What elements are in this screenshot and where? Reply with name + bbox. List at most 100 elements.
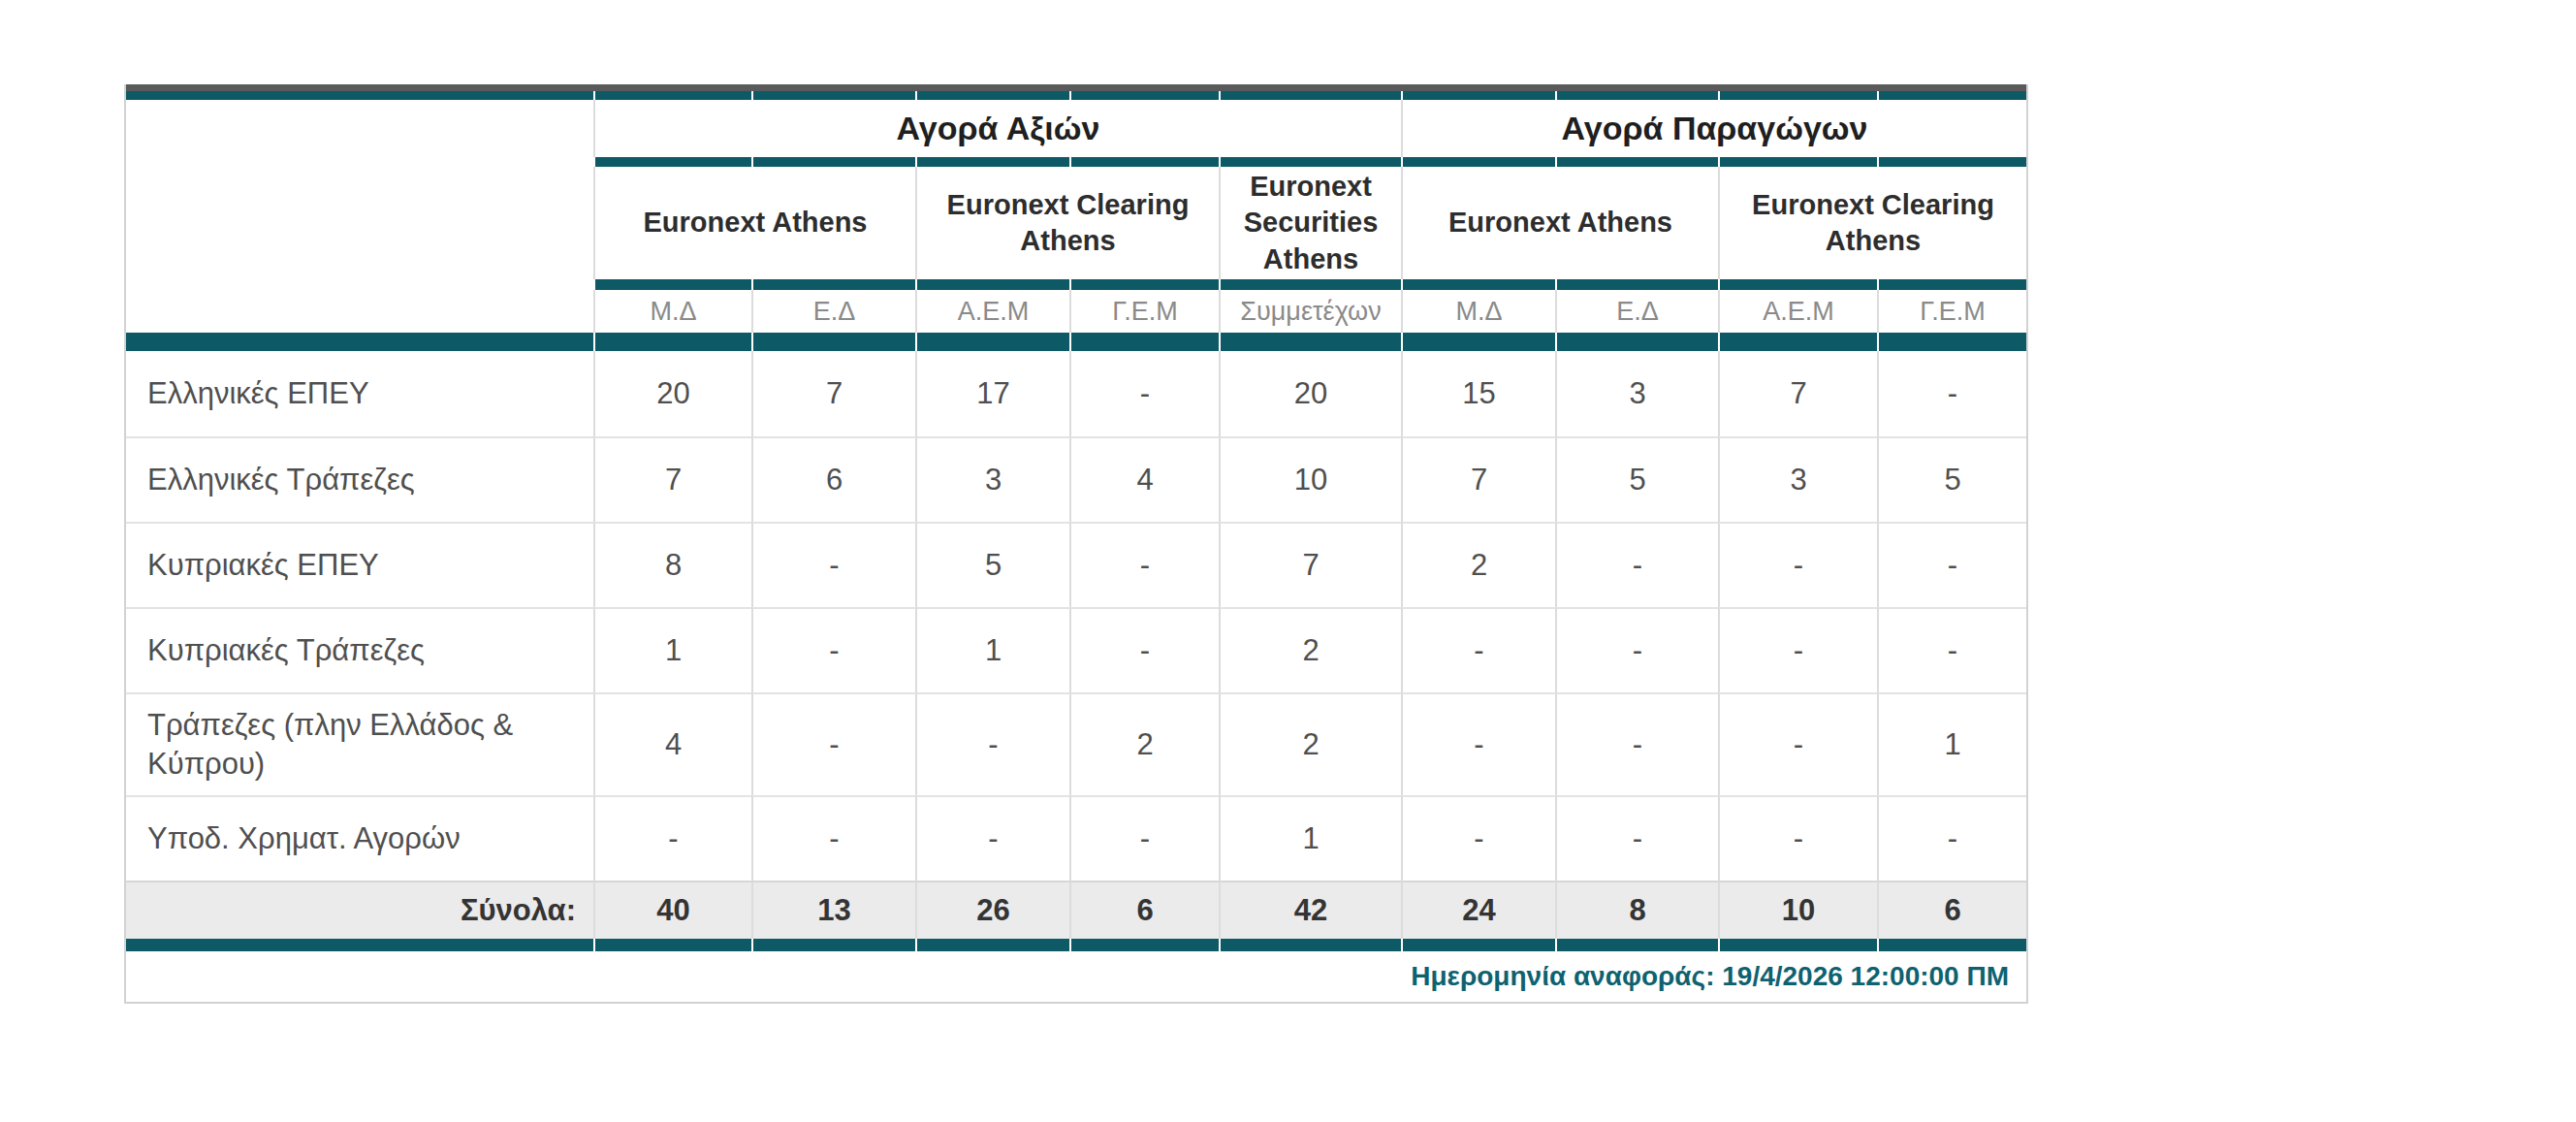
value-cell: - <box>1401 692 1555 795</box>
subcolumn-header: Μ.Δ <box>593 290 751 333</box>
value-cell: 8 <box>593 522 751 607</box>
row-label: Κυπριακές Τράπεζες <box>126 607 593 692</box>
venue-header-euronext-athens-derivatives: Euronext Athens <box>1401 167 1718 279</box>
value-cell: - <box>1555 522 1718 607</box>
page: { "colors": { "teal_bar": "#0d5a66", "to… <box>0 0 2576 1122</box>
value-cell: 1 <box>1219 795 1401 881</box>
subcolumn-header: Γ.Ε.Μ <box>1069 290 1219 333</box>
value-cell: - <box>915 795 1069 881</box>
value-cell: - <box>1718 607 1877 692</box>
table-row: Υποδ. Χρηματ. Αγορών----1---- <box>126 795 2026 881</box>
total-value: 24 <box>1401 881 1555 939</box>
value-cell: 3 <box>1555 351 1718 436</box>
value-cell: 7 <box>751 351 915 436</box>
value-cell: - <box>1555 607 1718 692</box>
value-cell: 7 <box>1219 522 1401 607</box>
value-cell: - <box>1555 795 1718 881</box>
value-cell: 4 <box>593 692 751 795</box>
value-cell: 2 <box>1069 692 1219 795</box>
value-cell: 3 <box>915 436 1069 522</box>
subcolumn-header: Γ.Ε.Μ <box>1877 290 2026 333</box>
value-cell: - <box>1877 607 2026 692</box>
value-cell: 2 <box>1401 522 1555 607</box>
venue-header-euronext-clearing-athens-equities: Euronext Clearing Athens <box>915 167 1219 279</box>
totals-label: Σύνολα: <box>126 881 593 939</box>
value-cell: 1 <box>593 607 751 692</box>
value-cell: - <box>751 607 915 692</box>
teal-bottom-bar <box>126 939 2026 951</box>
value-cell: 5 <box>1555 436 1718 522</box>
row-label: Ελληνικές Τράπεζες <box>126 436 593 522</box>
value-cell: 7 <box>1401 436 1555 522</box>
subcolumn-header: Α.Ε.Μ <box>1718 290 1877 333</box>
table-header: Αγορά Αξιών Αγορά Παραγώγων Euronext Ath… <box>126 91 2026 351</box>
total-value: 6 <box>1069 881 1219 939</box>
market-group-header-equities: Αγορά Αξιών <box>593 100 1401 157</box>
row-label: Υποδ. Χρηματ. Αγορών <box>126 795 593 881</box>
value-cell: 2 <box>1219 692 1401 795</box>
total-value: 13 <box>751 881 915 939</box>
value-cell: - <box>1877 351 2026 436</box>
report-date-row: Ημερομηνία αναφοράς: 19/4/2026 12:00:00 … <box>126 951 2026 1002</box>
value-cell: - <box>1718 795 1877 881</box>
value-cell: - <box>1069 522 1219 607</box>
value-cell: 17 <box>915 351 1069 436</box>
value-cell: 2 <box>1219 607 1401 692</box>
value-cell: 20 <box>1219 351 1401 436</box>
members-table: Αγορά Αξιών Αγορά Παραγώγων Euronext Ath… <box>126 91 2026 1002</box>
value-cell: 7 <box>593 436 751 522</box>
value-cell: - <box>1555 692 1718 795</box>
value-cell: 7 <box>1718 351 1877 436</box>
venue-header-euronext-securities-athens: Euronext Securities Athens <box>1219 167 1401 279</box>
teal-separator-bar <box>126 333 2026 351</box>
teal-top-bar <box>126 91 2026 100</box>
value-cell: - <box>751 692 915 795</box>
value-cell: - <box>593 795 751 881</box>
value-cell: 6 <box>751 436 915 522</box>
venue-header-euronext-clearing-athens-derivatives: Euronext Clearing Athens <box>1718 167 2026 279</box>
total-value: 8 <box>1555 881 1718 939</box>
value-cell: - <box>1718 522 1877 607</box>
market-group-row: Αγορά Αξιών Αγορά Παραγώγων <box>126 100 2026 157</box>
value-cell: 1 <box>1877 692 2026 795</box>
value-cell: 1 <box>915 607 1069 692</box>
row-label: Κυπριακές ΕΠΕΥ <box>126 522 593 607</box>
venue-header-euronext-athens-equities: Euronext Athens <box>593 167 915 279</box>
table-body: Ελληνικές ΕΠΕΥ20717-201537-Ελληνικές Τρά… <box>126 351 2026 881</box>
value-cell: 10 <box>1219 436 1401 522</box>
table-footer: Σύνολα: 40 13 26 6 42 24 8 10 6 Ημερομην… <box>126 881 2026 1002</box>
table-row: Ελληνικές Τράπεζες7634107535 <box>126 436 2026 522</box>
value-cell: - <box>1877 795 2026 881</box>
value-cell: - <box>1069 795 1219 881</box>
total-value: 6 <box>1877 881 2026 939</box>
table-row: Κυπριακές ΕΠΕΥ8-5-72--- <box>126 522 2026 607</box>
value-cell: - <box>751 795 915 881</box>
value-cell: - <box>751 522 915 607</box>
subcolumn-header: Α.Ε.Μ <box>915 290 1069 333</box>
table-row: Κυπριακές Τράπεζες1-1-2---- <box>126 607 2026 692</box>
value-cell: 15 <box>1401 351 1555 436</box>
value-cell: 3 <box>1718 436 1877 522</box>
total-value: 10 <box>1718 881 1877 939</box>
value-cell: - <box>1401 607 1555 692</box>
row-label: Ελληνικές ΕΠΕΥ <box>126 351 593 436</box>
value-cell: 5 <box>915 522 1069 607</box>
total-value: 26 <box>915 881 1069 939</box>
subcolumn-header: Ε.Δ <box>751 290 915 333</box>
value-cell: - <box>1718 692 1877 795</box>
members-report-panel: Αγορά Αξιών Αγορά Παραγώγων Euronext Ath… <box>124 84 2028 1004</box>
value-cell: - <box>1401 795 1555 881</box>
total-value: 42 <box>1219 881 1401 939</box>
total-value: 40 <box>593 881 751 939</box>
value-cell: - <box>1877 522 2026 607</box>
value-cell: - <box>915 692 1069 795</box>
row-label: Τράπεζες (πλην Ελλάδος & Κύπρου) <box>126 692 593 795</box>
table-row: Ελληνικές ΕΠΕΥ20717-201537- <box>126 351 2026 436</box>
value-cell: 4 <box>1069 436 1219 522</box>
panel-top-strip <box>126 84 2026 91</box>
table-row: Τράπεζες (πλην Ελλάδος & Κύπρου)4--22---… <box>126 692 2026 795</box>
corner-blank-cell <box>126 100 593 333</box>
market-group-header-derivatives: Αγορά Παραγώγων <box>1401 100 2026 157</box>
totals-row: Σύνολα: 40 13 26 6 42 24 8 10 6 <box>126 881 2026 939</box>
value-cell: - <box>1069 351 1219 436</box>
